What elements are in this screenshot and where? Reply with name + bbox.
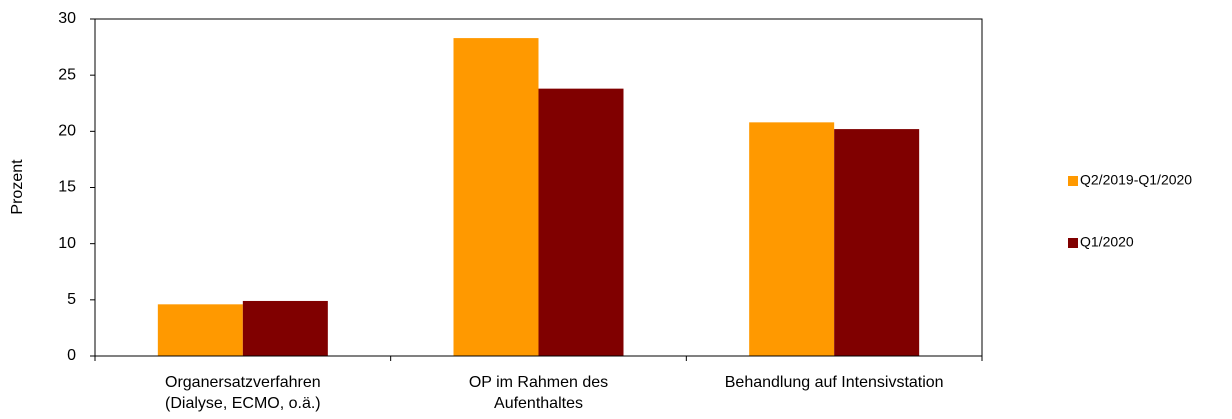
y-tick-label: 15 xyxy=(58,179,76,196)
bar xyxy=(157,304,243,356)
legend-label: Q1/2020 xyxy=(1080,234,1134,250)
y-tick-label: 0 xyxy=(67,347,76,364)
legend-label: Q2/2019-Q1/2020 xyxy=(1080,172,1192,188)
bar xyxy=(834,129,920,356)
bar xyxy=(453,38,539,356)
bar xyxy=(242,300,328,356)
legend-swatch xyxy=(1068,176,1078,186)
bar xyxy=(749,122,835,356)
y-tick-label: 25 xyxy=(58,66,76,83)
x-tick-label: OP im Rahmen des xyxy=(469,374,608,391)
y-tick-label: 20 xyxy=(58,123,76,140)
x-tick-label: Behandlung auf Intensivstation xyxy=(725,374,944,391)
y-axis-label: Prozent xyxy=(9,159,26,215)
y-tick-label: 5 xyxy=(67,291,76,308)
y-tick-label: 10 xyxy=(58,235,76,252)
x-tick-label: Aufenthaltes xyxy=(494,395,583,412)
bar xyxy=(538,88,624,356)
legend-swatch xyxy=(1068,238,1078,248)
x-tick-label: (Dialyse, ECMO, o.ä.) xyxy=(165,395,321,412)
y-tick-label: 30 xyxy=(58,10,76,27)
x-tick-label: Organersatzverfahren xyxy=(165,374,321,391)
plot-frame xyxy=(94,18,983,357)
